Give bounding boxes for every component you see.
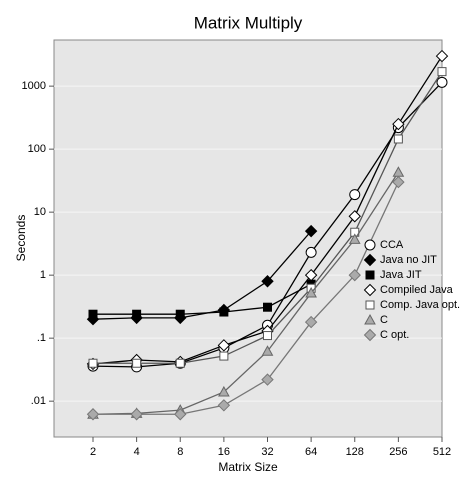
data-point bbox=[217, 339, 231, 352]
data-point bbox=[304, 315, 318, 329]
data-point bbox=[217, 399, 231, 412]
data-point bbox=[392, 175, 405, 189]
legend-label: Java no JIT bbox=[380, 254, 437, 266]
data-point bbox=[261, 373, 274, 386]
y-axis-label: Seconds bbox=[14, 215, 28, 262]
data-point bbox=[218, 385, 230, 397]
data-point bbox=[305, 246, 317, 258]
x-axis-label: Matrix Size bbox=[218, 460, 278, 474]
data-point bbox=[132, 309, 142, 319]
x-tick-label: 512 bbox=[433, 446, 451, 458]
series-line bbox=[93, 181, 399, 415]
data-point bbox=[348, 268, 361, 282]
data-point bbox=[132, 358, 142, 368]
x-tick-label: 32 bbox=[261, 446, 273, 458]
legend-label: C bbox=[380, 314, 388, 326]
data-point bbox=[304, 268, 318, 282]
data-point bbox=[437, 67, 447, 77]
data-point bbox=[130, 408, 143, 421]
data-point bbox=[175, 309, 185, 319]
data-point bbox=[348, 233, 361, 244]
legend-label: Comp. Java opt. bbox=[380, 299, 460, 311]
data-point bbox=[263, 331, 272, 341]
x-tick-label: 8 bbox=[177, 446, 183, 458]
y-tick-label: .1 bbox=[37, 332, 46, 344]
data-point bbox=[219, 307, 229, 317]
data-point bbox=[174, 408, 187, 421]
data-point bbox=[88, 358, 98, 368]
data-point bbox=[263, 302, 272, 312]
legend-marker bbox=[363, 253, 377, 267]
data-point bbox=[86, 408, 100, 421]
legend-marker bbox=[363, 283, 377, 297]
legend-label: C opt. bbox=[380, 329, 409, 341]
legend-marker bbox=[365, 270, 375, 280]
data-point bbox=[261, 275, 274, 288]
legend-marker bbox=[363, 328, 377, 342]
series-line bbox=[92, 230, 312, 320]
data-point bbox=[393, 134, 403, 144]
y-tick-label: .01 bbox=[31, 395, 46, 407]
chart-title: Matrix Multiply bbox=[194, 13, 303, 32]
legend-marker bbox=[364, 239, 376, 251]
data-point bbox=[392, 117, 405, 131]
data-point bbox=[436, 76, 448, 88]
data-point bbox=[261, 345, 274, 356]
data-point bbox=[219, 351, 229, 361]
y-tick-label: 100 bbox=[28, 143, 46, 155]
y-tick-label: 1000 bbox=[22, 80, 46, 92]
x-tick-label: 2 bbox=[90, 446, 96, 458]
series-line bbox=[93, 283, 312, 315]
plot-area bbox=[53, 39, 443, 438]
data-point bbox=[348, 210, 361, 223]
x-tick-label: 4 bbox=[134, 446, 140, 458]
legend-marker bbox=[364, 313, 376, 325]
data-point bbox=[435, 49, 449, 63]
data-point bbox=[305, 287, 317, 298]
series-line bbox=[92, 171, 399, 415]
legend-marker bbox=[365, 300, 375, 310]
data-point bbox=[88, 309, 98, 319]
legend-label: Java JIT bbox=[380, 269, 422, 281]
x-tick-label: 256 bbox=[389, 446, 407, 458]
x-tick-label: 128 bbox=[346, 446, 364, 458]
y-tick-label: 10 bbox=[34, 206, 46, 218]
x-tick-label: 64 bbox=[305, 446, 317, 458]
data-point bbox=[175, 358, 185, 368]
data-point bbox=[304, 224, 318, 238]
data-point bbox=[349, 189, 361, 201]
y-tick-label: 1 bbox=[40, 269, 46, 281]
x-tick-label: 16 bbox=[218, 446, 230, 458]
legend-label: Compiled Java bbox=[380, 284, 454, 296]
legend-label: CCA bbox=[380, 239, 404, 251]
